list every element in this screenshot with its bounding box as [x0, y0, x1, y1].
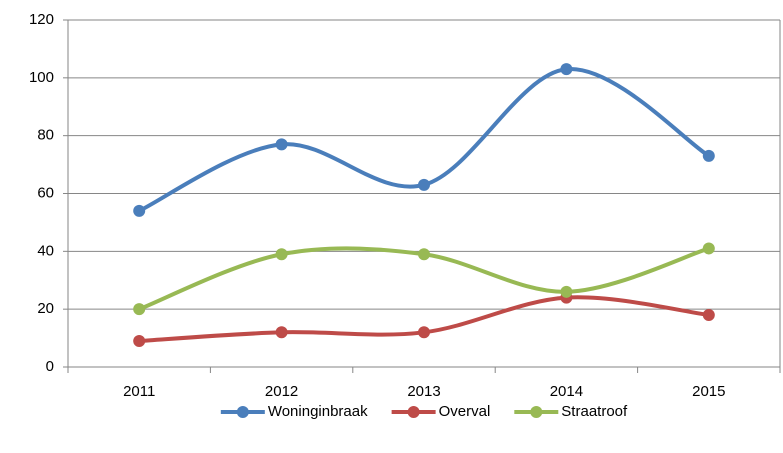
y-tick-label: 20	[37, 300, 54, 317]
x-tick-label: 2015	[692, 383, 725, 400]
data-point	[275, 326, 288, 339]
legend: Woninginbraak Overval Straatroof	[220, 403, 628, 420]
data-point	[702, 149, 715, 162]
data-point	[560, 63, 573, 76]
data-point	[275, 248, 288, 261]
data-point	[418, 248, 430, 261]
data-point	[275, 138, 288, 151]
data-point	[702, 308, 715, 321]
data-point	[418, 326, 430, 339]
data-point	[133, 303, 146, 316]
y-tick-label: 60	[37, 184, 54, 201]
x-tick-label: 2012	[265, 383, 298, 400]
y-tick-label: 40	[37, 242, 54, 259]
legend-marker	[407, 406, 420, 418]
x-tick-label: 2014	[550, 383, 583, 400]
data-point	[133, 204, 146, 217]
y-tick-label: 0	[46, 358, 54, 375]
legend-label: Straatroof	[561, 403, 628, 420]
x-tick-label: 2011	[123, 383, 155, 400]
y-tick-label: 80	[37, 127, 54, 144]
legend-label: Overval	[439, 403, 491, 420]
data-point	[133, 334, 146, 347]
data-point	[702, 242, 715, 255]
x-tick-label: 2013	[407, 383, 440, 400]
data-point	[418, 178, 430, 191]
data-point	[560, 285, 573, 298]
legend-marker	[236, 406, 249, 418]
legend-label: Woninginbraak	[268, 403, 368, 420]
y-tick-label: 120	[29, 11, 54, 28]
legend-marker	[530, 406, 543, 418]
y-tick-label: 100	[29, 69, 54, 86]
